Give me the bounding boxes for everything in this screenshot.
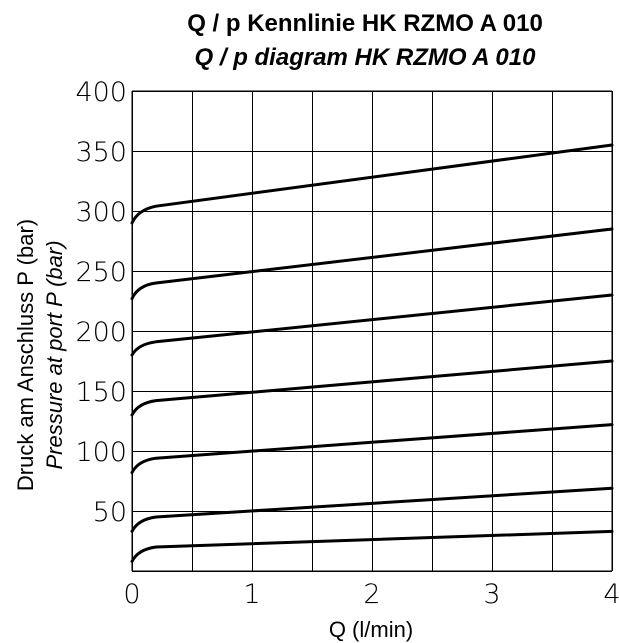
series-lines [130, 143, 614, 563]
series-line [130, 359, 614, 417]
x-tick-label: 2 [363, 579, 380, 610]
y-axis-label-secondary: Pressure at port P (bar) [42, 240, 67, 469]
series-line [130, 529, 614, 563]
x-tick-label: 3 [483, 579, 500, 610]
y-tick-label: 150 [75, 377, 127, 408]
x-tick-label: 1 [243, 579, 260, 610]
series-line [130, 293, 614, 357]
x-tick-label: 4 [603, 579, 619, 610]
y-tick-label: 300 [75, 197, 127, 228]
grid [132, 91, 612, 571]
y-tick-label: 50 [93, 497, 127, 528]
y-tick-label: 400 [75, 77, 127, 108]
series-line [130, 143, 614, 225]
x-tick-labels: 0 1 2 3 4 [123, 579, 619, 610]
y-tick-label: 250 [75, 257, 127, 288]
axes [131, 90, 613, 572]
x-tick-label: 0 [123, 579, 140, 610]
x-axis-label: Q (l/min) [329, 617, 413, 642]
y-tick-label: 100 [75, 437, 127, 468]
chart-subtitle: Q / p diagram HK RZMO A 010 [195, 44, 537, 71]
series-line [130, 227, 614, 301]
y-tick-label: 200 [75, 317, 127, 348]
y-tick-label: 350 [75, 137, 127, 168]
y-axis-label: Druck am Anschluss P (bar) [13, 219, 38, 491]
series-line [130, 423, 614, 475]
series-line [130, 486, 614, 533]
chart-title: Q / p Kennlinie HK RZMO A 010 [187, 10, 543, 37]
y-tick-labels: 50 100 150 200 250 300 350 400 [75, 77, 127, 528]
